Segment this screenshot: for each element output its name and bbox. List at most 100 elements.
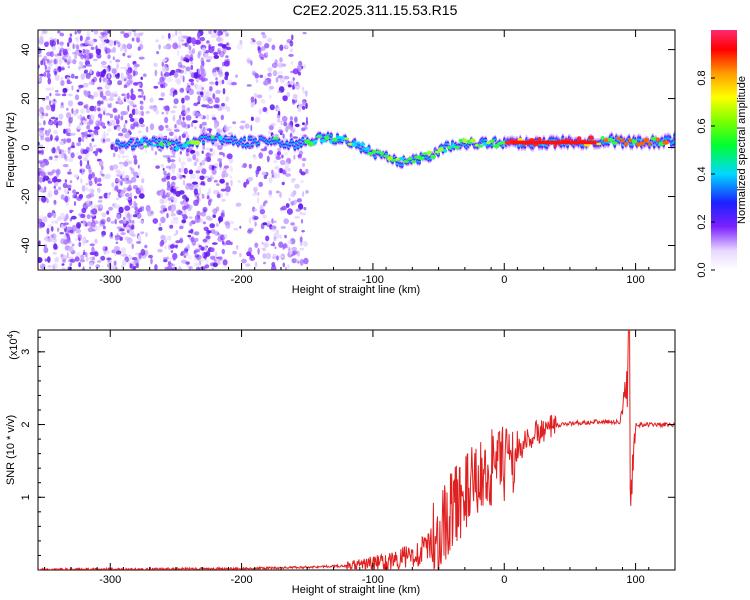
noise-speck: [289, 48, 294, 52]
noise-speck: [158, 97, 164, 101]
noise-speck: [170, 213, 176, 217]
noise-speck: [85, 182, 89, 186]
noise-speck: [188, 230, 191, 234]
noise-speck: [69, 229, 74, 234]
noise-speck: [86, 121, 91, 127]
noise-speck: [252, 193, 258, 196]
noise-speck: [165, 165, 172, 169]
noise-speck: [131, 220, 135, 224]
noise-speck: [270, 243, 276, 246]
noise-speck: [172, 204, 177, 212]
noise-speck: [52, 212, 57, 218]
noise-speck: [178, 135, 182, 142]
noise-speck: [95, 120, 99, 127]
noise-speck: [301, 127, 306, 132]
noise-speck: [102, 95, 107, 101]
noise-speck: [187, 124, 191, 129]
noise-speck: [109, 119, 116, 126]
noise-speck: [83, 90, 90, 97]
noise-speck: [110, 231, 113, 237]
noise-speck: [69, 258, 76, 263]
noise-speck: [120, 115, 124, 121]
noise-speck: [291, 246, 298, 252]
ridge-band: [359, 149, 363, 152]
ridge-highlight: [363, 147, 370, 151]
noise-speck: [92, 58, 98, 62]
noise-speck: [153, 85, 159, 89]
noise-speck: [213, 189, 219, 195]
ridge-highlight: [399, 156, 405, 161]
noise-speck: [258, 152, 264, 159]
noise-speck: [68, 245, 74, 253]
noise-speck: [263, 242, 269, 248]
noise-speck: [261, 241, 264, 245]
noise-speck: [280, 120, 283, 126]
noise-speck: [102, 77, 108, 83]
noise-speck: [82, 266, 85, 270]
noise-speck: [84, 49, 90, 55]
noise-speck: [117, 99, 123, 104]
noise-speck: [194, 112, 201, 118]
noise-speck: [133, 260, 136, 265]
noise-speck: [76, 251, 81, 258]
noise-speck: [218, 233, 221, 239]
noise-speck: [273, 160, 278, 163]
noise-speck: [217, 191, 220, 194]
noise-speck: [103, 131, 106, 138]
noise-speck: [184, 246, 191, 249]
noise-speck: [128, 113, 133, 119]
noise-speck: [178, 266, 182, 270]
noise-speck: [170, 155, 176, 158]
noise-speck: [73, 193, 78, 199]
noise-speck: [281, 205, 287, 211]
noise-speck: [225, 32, 229, 37]
noise-speck: [46, 41, 49, 45]
noise-speck: [207, 55, 213, 61]
noise-speck: [85, 36, 91, 41]
noise-speck: [290, 61, 294, 65]
noise-speck: [43, 216, 48, 223]
noise-speck: [288, 124, 294, 131]
noise-speck: [97, 199, 103, 203]
noise-speck: [66, 112, 72, 119]
noise-speck: [265, 51, 269, 56]
noise-speck: [45, 105, 51, 111]
noise-speck: [193, 199, 199, 206]
noise-speck: [305, 121, 309, 126]
noise-speck: [219, 50, 225, 58]
noise-speck: [165, 124, 169, 129]
noise-speck: [94, 176, 98, 181]
noise-speck: [220, 234, 225, 238]
snr-line: [38, 330, 675, 570]
noise-speck: [207, 199, 212, 206]
ridge-highlight: [469, 138, 476, 143]
noise-speck: [57, 113, 64, 120]
noise-speck: [257, 46, 261, 51]
ridge-highlight: [335, 136, 342, 140]
noise-speck: [172, 105, 177, 109]
noise-speck: [221, 173, 226, 178]
noise-speck: [44, 258, 48, 262]
top-x-tick-label: 100: [626, 274, 644, 286]
noise-speck: [225, 96, 230, 102]
noise-speck: [58, 153, 64, 160]
noise-speck: [56, 30, 61, 34]
noise-speck: [167, 244, 171, 248]
noise-speck: [71, 108, 74, 114]
noise-speck: [211, 165, 214, 171]
top-y-tick-label: 40: [20, 43, 32, 55]
noise-speck: [82, 238, 86, 245]
ridge-highlight: [143, 145, 148, 148]
noise-speck: [202, 96, 209, 102]
noise-speck: [57, 227, 60, 232]
noise-speck: [93, 126, 100, 131]
bottom-x-tick-label: -200: [231, 574, 253, 586]
ridge-highlight: [210, 135, 215, 139]
noise-speck: [138, 234, 142, 241]
noise-speck: [61, 66, 65, 71]
noise-speck: [223, 265, 228, 268]
noise-speck: [46, 60, 51, 65]
noise-speck: [77, 125, 81, 130]
noise-speck: [87, 129, 93, 133]
bottom-y-multiplier: (x104): [6, 330, 20, 360]
